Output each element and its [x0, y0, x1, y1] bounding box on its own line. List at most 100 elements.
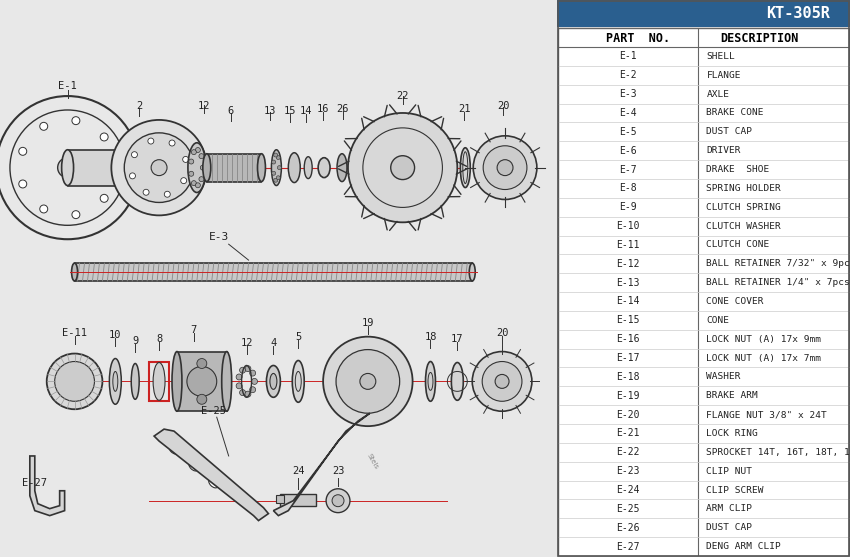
Circle shape [143, 189, 149, 196]
Text: E-3: E-3 [208, 232, 229, 242]
Circle shape [236, 383, 242, 389]
Text: E-4: E-4 [619, 108, 637, 118]
Text: CLUTCH SPRING: CLUTCH SPRING [706, 203, 781, 212]
Bar [280, 494, 316, 506]
Circle shape [497, 160, 513, 175]
Text: DUST CAP: DUST CAP [706, 128, 752, 136]
Text: E-1: E-1 [619, 51, 637, 61]
Bar [558, 330, 849, 348]
Bar [558, 500, 849, 518]
Circle shape [252, 378, 258, 384]
Text: 18: 18 [424, 331, 437, 341]
Circle shape [276, 155, 280, 159]
Circle shape [183, 157, 189, 163]
Bar [558, 179, 849, 197]
Text: E-24: E-24 [615, 485, 639, 495]
Ellipse shape [337, 154, 347, 182]
Circle shape [391, 156, 415, 179]
Ellipse shape [318, 158, 330, 178]
Ellipse shape [469, 263, 475, 281]
Text: 6: 6 [228, 106, 234, 116]
Text: LOCK NUT (A) 17x 9mm: LOCK NUT (A) 17x 9mm [706, 335, 821, 344]
Text: E-21: E-21 [615, 428, 639, 438]
Circle shape [495, 374, 509, 388]
Text: E-25: E-25 [201, 406, 226, 416]
Ellipse shape [203, 154, 211, 182]
Text: SHELL: SHELL [706, 52, 735, 61]
Text: E-19: E-19 [615, 391, 639, 400]
Text: 21: 21 [458, 104, 471, 114]
Circle shape [199, 154, 204, 159]
Circle shape [240, 389, 246, 395]
Circle shape [47, 354, 102, 409]
Bar [558, 349, 849, 367]
Text: CONE: CONE [706, 316, 729, 325]
Text: 2: 2 [136, 101, 142, 111]
Ellipse shape [169, 444, 179, 454]
Bar [558, 123, 849, 141]
Circle shape [272, 160, 275, 164]
Ellipse shape [172, 351, 182, 411]
Text: FLANGE NUT 3/8" x 24T: FLANGE NUT 3/8" x 24T [706, 410, 827, 419]
Text: 4: 4 [270, 338, 276, 348]
Bar [207, 154, 262, 182]
Circle shape [348, 113, 457, 222]
Circle shape [72, 116, 80, 125]
Circle shape [129, 173, 135, 179]
Ellipse shape [189, 461, 199, 471]
Circle shape [169, 140, 175, 146]
Bar [558, 424, 849, 442]
Circle shape [100, 133, 108, 141]
Polygon shape [30, 456, 65, 516]
Text: E-2: E-2 [619, 70, 637, 80]
Text: AXLE: AXLE [706, 90, 729, 99]
Text: DRIVER: DRIVER [706, 146, 741, 155]
Text: BRAKE CONE: BRAKE CONE [706, 109, 764, 118]
Ellipse shape [426, 361, 435, 401]
Text: E-10: E-10 [615, 221, 639, 231]
Circle shape [197, 394, 207, 404]
Text: E-8: E-8 [619, 183, 637, 193]
Text: CLUTCH CONE: CLUTCH CONE [706, 241, 769, 250]
Text: E-18: E-18 [615, 372, 639, 382]
Bar [68, 150, 147, 185]
Text: E-5: E-5 [619, 127, 637, 137]
Circle shape [197, 359, 207, 369]
Circle shape [276, 176, 280, 180]
Circle shape [124, 133, 194, 202]
Circle shape [240, 367, 246, 373]
Ellipse shape [110, 359, 122, 404]
Circle shape [191, 150, 196, 155]
Bar [276, 495, 285, 502]
Text: DRAKE  SHOE: DRAKE SHOE [706, 165, 769, 174]
Circle shape [148, 138, 154, 144]
Ellipse shape [292, 360, 304, 402]
Text: E-14: E-14 [615, 296, 639, 306]
Text: E-1: E-1 [59, 81, 77, 91]
Ellipse shape [255, 507, 262, 514]
Circle shape [250, 370, 256, 376]
Text: E-27: E-27 [22, 478, 48, 488]
Bar [557, 0, 850, 27]
Bar [558, 255, 849, 273]
Circle shape [250, 387, 256, 393]
Bar [558, 141, 849, 160]
Circle shape [277, 165, 281, 170]
Circle shape [19, 180, 26, 188]
Bar [558, 217, 849, 235]
Circle shape [111, 164, 119, 172]
Circle shape [199, 177, 204, 182]
Text: DENG ARM CLIP: DENG ARM CLIP [706, 542, 781, 551]
Text: CLUTCH WASHER: CLUTCH WASHER [706, 222, 781, 231]
Text: 13: 13 [264, 106, 276, 116]
Ellipse shape [209, 478, 218, 488]
Circle shape [187, 367, 217, 397]
Bar [558, 405, 849, 423]
Text: 16: 16 [317, 104, 329, 114]
Circle shape [196, 148, 201, 153]
Circle shape [360, 373, 376, 389]
Text: 10: 10 [109, 330, 122, 340]
Circle shape [58, 158, 77, 178]
Ellipse shape [288, 153, 300, 183]
Circle shape [100, 194, 108, 202]
